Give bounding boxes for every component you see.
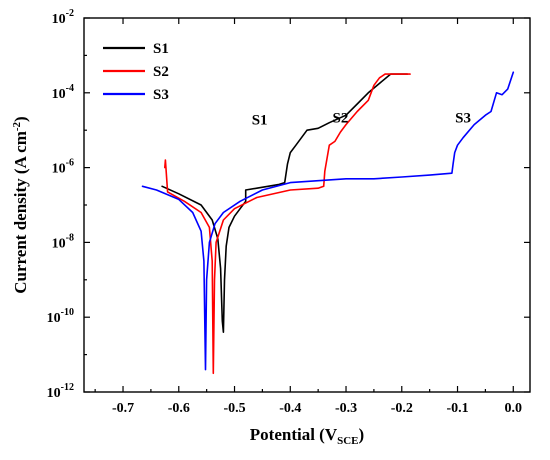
- curve-label-s1: S1: [252, 113, 268, 129]
- y-tick-label: 10-10: [47, 307, 74, 326]
- y-tick-label: 10-12: [47, 382, 74, 401]
- x-tick-label: -0.5: [223, 401, 245, 416]
- x-tick-label: -0.6: [168, 401, 190, 416]
- x-axis-title-sub: SCE: [337, 435, 358, 447]
- x-axis-title-main: Potential (V: [250, 425, 338, 444]
- series-line-s1: [161, 73, 409, 334]
- curve-label-s3: S3: [455, 111, 471, 127]
- x-tick-label: -0.2: [391, 401, 413, 416]
- y-axis-title-close: ): [11, 116, 30, 122]
- x-axis: -0.7 -0.6 -0.5 -0.4 -0.3 -0.2 -0.1 0.0: [94, 18, 523, 416]
- legend-label-s1: S1: [153, 41, 169, 57]
- y-tick-label: 10-6: [52, 158, 74, 177]
- y-axis: 10-12 10-10 10-8 10-6 10-4 10-2: [47, 8, 530, 401]
- x-tick-label: -0.7: [112, 401, 134, 416]
- y-tick-label: 10-4: [52, 83, 74, 102]
- x-axis-title-close: ): [359, 425, 365, 444]
- series-layer: [141, 71, 515, 375]
- annotations: S1 S2 S3: [252, 111, 471, 129]
- x-tick-label: -0.3: [335, 401, 357, 416]
- y-axis-title-sup: -2: [11, 121, 23, 131]
- legend-label-s2: S2: [153, 64, 169, 80]
- y-axis-title-main: Current density (A cm: [11, 131, 30, 294]
- series-line-s2: [164, 73, 411, 375]
- x-tick-label: -0.4: [279, 401, 301, 416]
- legend-label-s3: S3: [153, 87, 169, 103]
- legend: S1 S2 S3: [103, 41, 169, 103]
- x-tick-label: -0.1: [446, 401, 468, 416]
- x-tick-label: 0.0: [505, 401, 523, 416]
- y-axis-title: Current density (A cm-2): [11, 116, 30, 293]
- y-tick-label: 10-8: [52, 232, 74, 251]
- x-axis-title: Potential (VSCE): [250, 425, 364, 447]
- curve-label-s2: S2: [333, 111, 349, 127]
- y-tick-label: 10-2: [52, 8, 74, 27]
- series-line-s3: [141, 71, 515, 371]
- plot-frame: [83, 17, 531, 393]
